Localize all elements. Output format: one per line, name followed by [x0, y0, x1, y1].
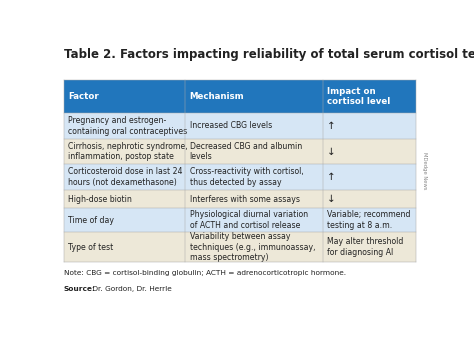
Text: Variability between assay
techniques (e.g., immunoassay,
mass spectrometry): Variability between assay techniques (e.… — [190, 232, 315, 262]
Text: High-dose biotin: High-dose biotin — [68, 195, 132, 204]
Bar — [64, 191, 416, 208]
Bar — [64, 164, 416, 191]
Text: Pregnancy and estrogen-
containing oral contraceptives: Pregnancy and estrogen- containing oral … — [68, 116, 187, 136]
Text: May alter threshold
for diagnosing AI: May alter threshold for diagnosing AI — [327, 237, 404, 257]
Text: Mechanism: Mechanism — [190, 92, 245, 101]
Text: Factor: Factor — [68, 92, 99, 101]
Bar — [64, 208, 416, 232]
Text: Decreased CBG and albumin
levels: Decreased CBG and albumin levels — [190, 142, 302, 161]
Text: Type of test: Type of test — [68, 243, 113, 252]
Text: Corticosteroid dose in last 24
hours (not dexamethasone): Corticosteroid dose in last 24 hours (no… — [68, 167, 182, 187]
Text: Note: CBG = cortisol-binding globulin; ACTH = adrenocorticotropic hormone.: Note: CBG = cortisol-binding globulin; A… — [64, 270, 346, 276]
Text: Cross-reactivity with cortisol,
thus detected by assay: Cross-reactivity with cortisol, thus det… — [190, 167, 303, 187]
Text: Physiological diurnal variation
of ACTH and cortisol release: Physiological diurnal variation of ACTH … — [190, 210, 308, 230]
Bar — [64, 232, 416, 262]
Text: ↓: ↓ — [327, 146, 336, 156]
Text: Cirrhosis, nephrotic syndrome,
inflammation, postop state: Cirrhosis, nephrotic syndrome, inflammat… — [68, 142, 188, 161]
Text: Source:: Source: — [64, 286, 96, 292]
Bar — [64, 113, 416, 139]
Text: Time of day: Time of day — [68, 216, 114, 225]
Text: Interferes with some assays: Interferes with some assays — [190, 195, 300, 204]
Text: Variable; recommend
testing at 8 a.m.: Variable; recommend testing at 8 a.m. — [327, 210, 411, 230]
Text: ↓: ↓ — [327, 194, 336, 204]
Bar — [64, 81, 416, 113]
Text: Impact on
cortisol level: Impact on cortisol level — [327, 87, 391, 106]
Text: MDedge News: MDedge News — [422, 152, 427, 190]
Text: ↑: ↑ — [327, 121, 336, 131]
Text: Dr. Gordon, Dr. Herrle: Dr. Gordon, Dr. Herrle — [91, 286, 172, 292]
Text: Increased CBG levels: Increased CBG levels — [190, 121, 272, 130]
Text: ↑: ↑ — [327, 172, 336, 182]
Text: Table 2. Factors impacting reliability of total serum cortisol testing: Table 2. Factors impacting reliability o… — [64, 48, 474, 61]
Bar — [64, 139, 416, 164]
